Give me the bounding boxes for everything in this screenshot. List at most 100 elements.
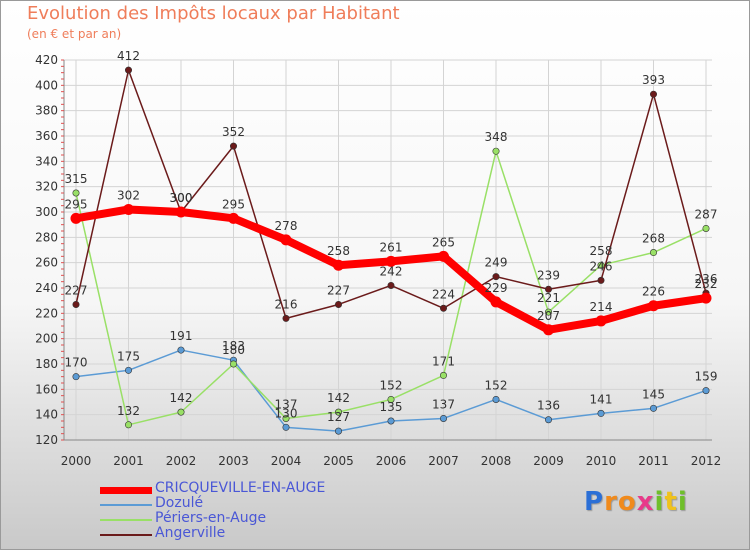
data-label: 191 [170,329,193,343]
data-point [439,371,447,379]
proxiti-logo: Proxiti [584,487,688,517]
data-point [544,308,552,316]
data-label: 142 [170,391,193,405]
data-label: 226 [642,285,665,299]
x-tick-label: 2006 [376,454,407,468]
data-point [228,212,239,224]
data-point [72,300,80,308]
axes: 120 140 160 180 200 220 240 260 280 300 320 340 360 3… [35,53,721,468]
data-label: 295 [65,197,88,211]
data-label: 287 [695,207,718,221]
x-tick-label: 2007 [428,454,459,468]
data-label: 224 [432,287,455,301]
data-point [597,261,605,269]
data-label: 315 [65,172,88,186]
legend-label: Dozulé [155,495,204,511]
y-tick-label: 420 [35,53,58,67]
data-point [649,249,657,257]
data-label: 180 [222,343,245,357]
data-point [649,404,657,412]
data-label: 278 [275,219,298,233]
data-label: 236 [695,272,718,286]
data-label: 216 [275,297,298,311]
data-point [387,395,395,403]
data-label: 239 [537,268,560,282]
data-point [597,409,605,417]
data-label: 227 [327,283,350,297]
x-tick-label: 2010 [586,454,617,468]
chart-title: Evolution des Impôts locaux par Habitant [27,3,400,24]
legend-label: Angerville [155,525,226,541]
data-label: 170 [65,356,88,370]
data-label: 352 [222,125,245,139]
data-point [387,417,395,425]
data-label: 261 [380,240,403,254]
data-label: 175 [117,349,140,363]
logo-letter: x [636,487,655,517]
y-tick-label: 380 [35,104,58,118]
legend-label: CRICQUEVILLE-EN-AUGE [155,480,326,496]
legend-swatch [100,504,152,506]
data-label: 348 [485,130,508,144]
data-point [492,395,500,403]
data-point [439,414,447,422]
x-tick-label: 2005 [323,454,354,468]
data-label: 258 [590,244,613,258]
data-point [282,414,290,422]
data-label: 137 [432,397,455,411]
data-point [492,273,500,281]
chart-subtitle: (en € et par an) [27,27,122,41]
y-tick-label: 180 [35,357,58,371]
data-point [123,203,134,215]
data-label: 136 [537,399,560,413]
data-point [282,314,290,322]
y-tick-label: 360 [35,129,58,143]
y-tick-label: 320 [35,180,58,194]
logo-letter: r [604,487,618,517]
data-label: 127 [327,410,350,424]
y-tick-label: 160 [35,382,58,396]
legend-swatch [100,486,152,494]
data-label: 132 [117,404,140,418]
logo-letter: i [677,487,688,517]
data-label: 159 [695,370,718,384]
data-label: 135 [380,400,403,414]
legend-swatch [100,534,152,536]
legend-swatch [100,519,152,521]
data-point [648,300,659,312]
data-point [702,387,710,395]
data-point [492,147,500,155]
data-label: 171 [432,354,455,368]
data-label: 227 [65,283,88,297]
x-tick-label: 2001 [113,454,144,468]
data-point [385,255,397,267]
y-tick-label: 300 [35,205,58,219]
data-label: 214 [590,300,613,314]
data-point [282,423,290,431]
data-point [544,285,552,293]
data-point [72,373,80,381]
data-label: 145 [642,387,665,401]
y-tick-label: 240 [35,281,58,295]
data-label: 265 [432,235,455,249]
data-label: 207 [537,309,560,323]
data-label: 268 [642,232,665,246]
data-label: 412 [117,49,140,63]
data-point [125,421,133,429]
data-point [700,292,712,304]
data-point [702,224,710,232]
x-tick-label: 2008 [481,454,512,468]
data-point [175,206,187,218]
y-tick-label: 280 [35,230,58,244]
x-tick-label: 2004 [271,454,302,468]
x-tick-label: 2000 [61,454,92,468]
data-label: 130 [275,406,298,420]
logo-letter: P [584,487,605,517]
data-label: 249 [485,256,508,270]
data-label: 246 [590,259,613,273]
data-point [490,296,502,308]
data-point [334,427,342,435]
data-point [649,90,657,98]
